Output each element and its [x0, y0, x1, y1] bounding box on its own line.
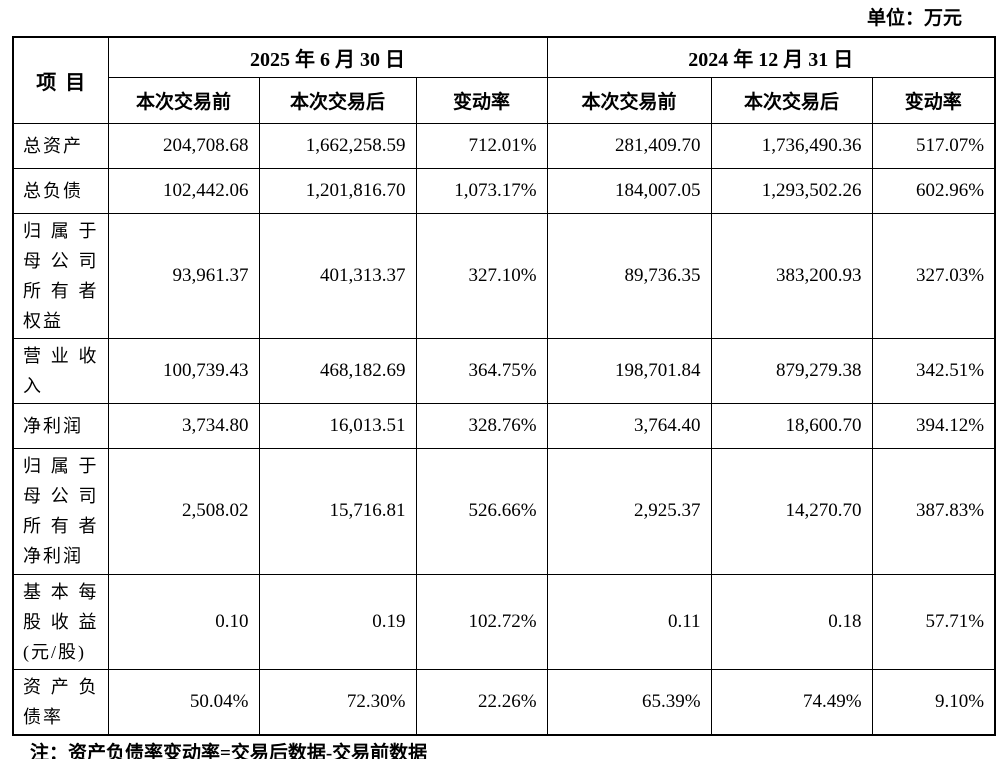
column-header-pre-transaction-2024: 本次交易前: [546, 76, 712, 124]
column-header-post-transaction-2025: 本次交易后: [258, 76, 417, 124]
data-cell: 0.10: [107, 573, 260, 670]
data-cell: 65.39%: [546, 668, 712, 735]
data-cell: 3,734.80: [107, 402, 260, 449]
data-cell: 401,313.37: [258, 212, 417, 339]
data-cell: 102,442.06: [107, 167, 260, 214]
table-row-parent-net-profit: 归属于母公司所有者净利润 2,508.02 15,716.81 526.66% …: [12, 447, 996, 575]
data-cell: 1,736,490.36: [710, 122, 873, 169]
data-cell: 89,736.35: [546, 212, 712, 339]
row-label: 资产负债率: [12, 668, 109, 735]
data-cell: 0.11: [546, 573, 712, 670]
data-cell: 198,701.84: [546, 337, 712, 404]
footnote: 注：资产负债率变动率=交易后数据-交易前数据: [30, 742, 428, 759]
data-cell: 328.76%: [415, 402, 548, 449]
table-row-total-liabilities: 总负债 102,442.06 1,201,816.70 1,073.17% 18…: [12, 167, 996, 214]
financial-comparison-table: 项目 2025 年 6 月 30 日 2024 年 12 月 31 日 本次交易…: [12, 36, 997, 736]
data-cell: 327.03%: [871, 212, 996, 339]
data-cell: 602.96%: [871, 167, 996, 214]
data-cell: 93,961.37: [107, 212, 260, 339]
data-cell: 0.18: [710, 573, 873, 670]
data-cell: 517.07%: [871, 122, 996, 169]
table-row-operating-revenue: 营业收入 100,739.43 468,182.69 364.75% 198,7…: [12, 337, 996, 404]
data-cell: 1,073.17%: [415, 167, 548, 214]
data-cell: 22.26%: [415, 668, 548, 735]
data-cell: 14,270.70: [710, 447, 873, 575]
row-label: 归属于母公司所有者净利润: [12, 447, 109, 575]
data-cell: 9.10%: [871, 668, 996, 735]
data-cell: 327.10%: [415, 212, 548, 339]
row-label: 营业收入: [12, 337, 109, 404]
data-cell: 0.19: [258, 573, 417, 670]
data-cell: 18,600.70: [710, 402, 873, 449]
data-cell: 204,708.68: [107, 122, 260, 169]
table-row-total-assets: 总资产 204,708.68 1,662,258.59 712.01% 281,…: [12, 122, 996, 169]
data-cell: 1,662,258.59: [258, 122, 417, 169]
row-label: 总资产: [12, 122, 109, 169]
column-header-change-rate-2025: 变动率: [415, 76, 548, 124]
header-row-subcolumns: 本次交易前 本次交易后 变动率 本次交易前 本次交易后 变动率: [13, 76, 996, 124]
header-row-periods: 项目 2025 年 6 月 30 日 2024 年 12 月 31 日: [12, 36, 996, 124]
unit-label: 单位：万元: [866, 8, 962, 29]
data-cell: 57.71%: [871, 573, 996, 670]
column-header-pre-transaction-2025: 本次交易前: [107, 76, 260, 124]
data-cell: 16,013.51: [258, 402, 417, 449]
data-cell: 526.66%: [415, 447, 548, 575]
data-cell: 468,182.69: [258, 337, 417, 404]
column-header-post-transaction-2024: 本次交易后: [710, 76, 873, 124]
data-cell: 2,925.37: [546, 447, 712, 575]
data-cell: 383,200.93: [710, 212, 873, 339]
data-cell: 74.49%: [710, 668, 873, 735]
data-cell: 184,007.05: [546, 167, 712, 214]
column-header-change-rate-2024: 变动率: [871, 76, 996, 124]
row-label: 总负债: [12, 167, 109, 214]
period-header-2024: 2024 年 12 月 31 日: [546, 36, 996, 78]
row-label: 净利润: [12, 402, 109, 449]
data-cell: 102.72%: [415, 573, 548, 670]
row-label: 基本每股收益(元/股): [12, 573, 109, 670]
data-cell: 879,279.38: [710, 337, 873, 404]
data-cell: 387.83%: [871, 447, 996, 575]
data-cell: 2,508.02: [107, 447, 260, 575]
corner-header-item: 项目: [12, 36, 109, 124]
data-cell: 712.01%: [415, 122, 548, 169]
table-row-debt-ratio: 资产负债率 50.04% 72.30% 22.26% 65.39% 74.49%…: [12, 668, 996, 735]
data-cell: 3,764.40: [546, 402, 712, 449]
data-cell: 364.75%: [415, 337, 548, 404]
data-cell: 72.30%: [258, 668, 417, 735]
data-cell: 1,293,502.26: [710, 167, 873, 214]
data-cell: 281,409.70: [546, 122, 712, 169]
row-label: 归属于母公司所有者权益: [12, 212, 109, 339]
data-cell: 1,201,816.70: [258, 167, 417, 214]
table-row-parent-owners-equity: 归属于母公司所有者权益 93,961.37 401,313.37 327.10%…: [12, 212, 996, 339]
data-cell: 50.04%: [107, 668, 260, 735]
data-cell: 342.51%: [871, 337, 996, 404]
table-row-basic-eps: 基本每股收益(元/股) 0.10 0.19 102.72% 0.11 0.18 …: [12, 573, 996, 670]
data-cell: 15,716.81: [258, 447, 417, 575]
period-header-2025: 2025 年 6 月 30 日: [107, 36, 548, 78]
data-cell: 394.12%: [871, 402, 996, 449]
data-cell: 100,739.43: [107, 337, 260, 404]
table-row-net-profit: 净利润 3,734.80 16,013.51 328.76% 3,764.40 …: [12, 402, 996, 449]
